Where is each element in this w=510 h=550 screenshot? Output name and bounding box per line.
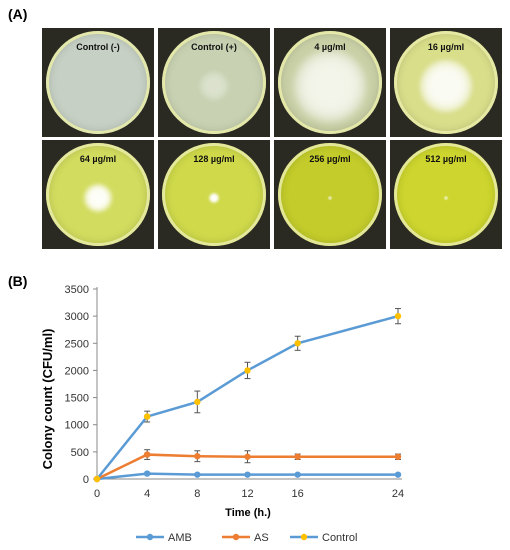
- fungal-colony: [294, 50, 366, 122]
- plate-label: 64 µg/ml: [79, 154, 117, 164]
- series-line-as: [96, 453, 398, 481]
- data-point-control: [194, 398, 201, 406]
- plate-label: Control (+): [191, 42, 237, 52]
- data-point-control: [143, 413, 151, 420]
- y-tick-labels: 0 500 1000 1500 2000 2500 3000 3500: [65, 284, 89, 486]
- data-point-amb: [143, 470, 151, 477]
- petri-plate: Control (-): [42, 28, 154, 137]
- x-tick-label: 12: [241, 488, 253, 500]
- fungal-colony: [200, 72, 228, 100]
- petri-plate: 256 µg/ml: [274, 140, 386, 249]
- legend-marker: [146, 533, 154, 541]
- petri-plate: 64 µg/ml: [42, 140, 154, 249]
- x-tick-label: 24: [392, 488, 404, 500]
- x-axis-label: Time (h.): [225, 507, 271, 519]
- x-tick-label: 16: [292, 488, 304, 500]
- legend-marker: [300, 533, 308, 541]
- fungal-colony: [209, 193, 219, 203]
- data-point-as: [194, 453, 201, 460]
- x-tick-labels: 0 4 8 12 16 24: [94, 488, 404, 500]
- petri-plate: 512 µg/ml: [390, 140, 502, 249]
- data-point-as: [244, 453, 251, 460]
- y-tick-label: 2500: [65, 338, 89, 350]
- y-tick-label: 3500: [65, 284, 89, 296]
- petri-dish: [46, 31, 150, 134]
- y-tick-label: 2000: [65, 365, 89, 377]
- panel-a-label: (A): [8, 6, 28, 22]
- data-point-control: [93, 475, 101, 483]
- petri-plate: 16 µg/ml: [390, 28, 502, 137]
- data-point-amb: [394, 471, 402, 478]
- y-tick-label: 1500: [65, 393, 89, 405]
- legend-label: Control: [322, 532, 357, 544]
- petri-dish: [394, 143, 498, 246]
- petri-plate: 128 µg/ml: [158, 140, 270, 249]
- plate-label: 512 µg/ml: [425, 154, 467, 164]
- chart-axes: [93, 287, 402, 480]
- legend-label: AS: [254, 532, 269, 544]
- data-point-amb: [294, 471, 301, 478]
- plate-label: 256 µg/ml: [309, 154, 351, 164]
- legend-label: AMB: [168, 532, 192, 544]
- fungal-colony: [84, 184, 112, 212]
- petri-plate-grid: Control (-) Control (+) 4 µg/ml 16 µg/ml 64 …: [42, 28, 502, 251]
- petri-plate: Control (+): [158, 28, 270, 137]
- data-point-as: [143, 451, 151, 458]
- fungal-colony: [420, 60, 472, 112]
- legend-marker: [232, 533, 240, 541]
- x-tick-label: 0: [94, 488, 100, 500]
- chart-series: [93, 308, 402, 483]
- chart-legend: AMB AS Control: [136, 532, 357, 544]
- fungal-colony: [444, 196, 448, 200]
- data-point-amb: [244, 471, 251, 478]
- plate-label: 16 µg/ml: [427, 42, 465, 52]
- series-line-control: [96, 314, 399, 480]
- fungal-colony: [328, 196, 332, 200]
- x-tick-label: 4: [144, 488, 150, 500]
- y-axis-label: Colony count (CFU/ml): [40, 329, 55, 470]
- data-point-control: [294, 340, 301, 347]
- y-tick-label: 1000: [65, 420, 89, 432]
- data-point-amb: [194, 471, 201, 478]
- y-tick-label: 500: [71, 447, 89, 459]
- petri-plate: 4 µg/ml: [274, 28, 386, 137]
- data-point-as: [394, 453, 402, 460]
- data-point-control: [244, 367, 251, 374]
- colony-count-chart: 0 500 1000 1500 2000 2500 3000 3500 0 4 8 12 16 24 C…: [40, 284, 404, 544]
- y-tick-label: 3000: [65, 311, 89, 323]
- petri-dish: [162, 31, 266, 134]
- data-point-as: [294, 453, 301, 460]
- series-line-amb: [96, 472, 398, 481]
- petri-dish: [278, 143, 382, 246]
- x-tick-label: 8: [194, 488, 200, 500]
- plate-label: Control (-): [76, 42, 120, 52]
- data-point-control: [394, 312, 402, 320]
- panel-b-label: (B): [8, 273, 28, 289]
- plate-label: 4 µg/ml: [314, 42, 346, 52]
- plate-label: 128 µg/ml: [193, 154, 235, 164]
- y-tick-label: 0: [83, 474, 89, 486]
